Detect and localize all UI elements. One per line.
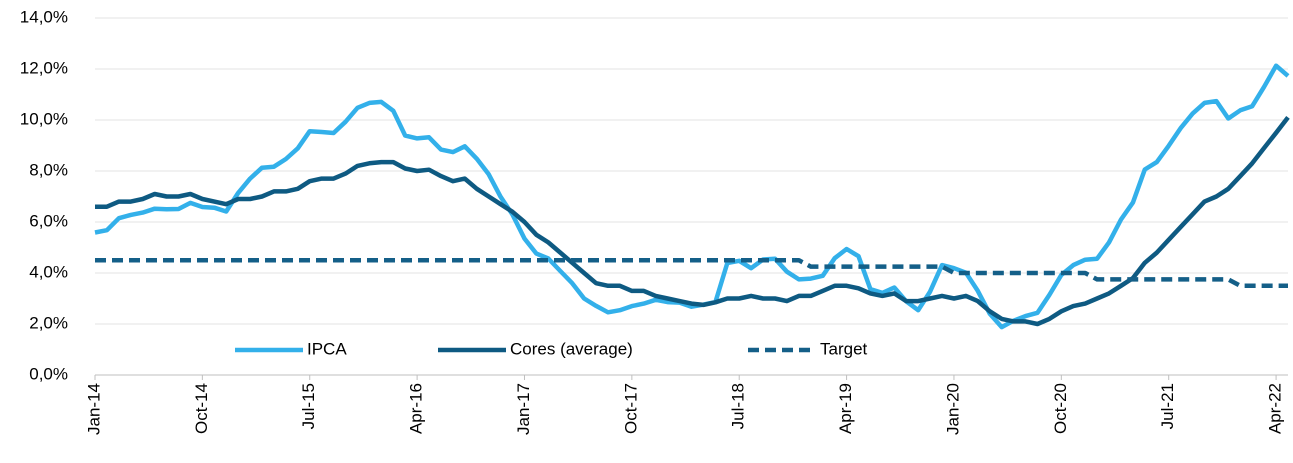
y-tick-label: 2,0%	[29, 313, 68, 332]
legend-label: Cores (average)	[510, 339, 633, 358]
x-tick-label: Oct-20	[1051, 383, 1070, 434]
y-tick-label: 6,0%	[29, 211, 68, 230]
x-tick-label: Apr-16	[407, 383, 426, 434]
y-tick-label: 14,0%	[20, 7, 68, 26]
y-tick-label: 0,0%	[29, 364, 68, 383]
x-tick-label: Oct-17	[621, 383, 640, 434]
legend-label: Target	[820, 339, 868, 358]
y-tick-label: 10,0%	[20, 109, 68, 128]
x-tick-label: Jul-15	[299, 383, 318, 429]
series-line	[95, 116, 1290, 327]
x-tick-label: Jan-17	[514, 383, 533, 435]
x-tick-label: Apr-19	[836, 383, 855, 434]
x-tick-label: Jul-21	[1158, 383, 1177, 429]
series-line	[95, 258, 1288, 289]
x-tick-label: Jan-20	[943, 383, 962, 435]
y-tick-label: 4,0%	[29, 262, 68, 281]
x-tick-label: Jul-18	[729, 383, 748, 429]
x-tick-label: Apr-22	[1266, 383, 1285, 434]
y-tick-label: 12,0%	[20, 58, 68, 77]
x-tick-label: Oct-14	[192, 383, 211, 434]
x-tick-label: Jan-14	[84, 383, 103, 435]
legend-label: IPCA	[307, 339, 347, 358]
y-tick-label: 8,0%	[29, 160, 68, 179]
series-line	[94, 63, 1290, 330]
